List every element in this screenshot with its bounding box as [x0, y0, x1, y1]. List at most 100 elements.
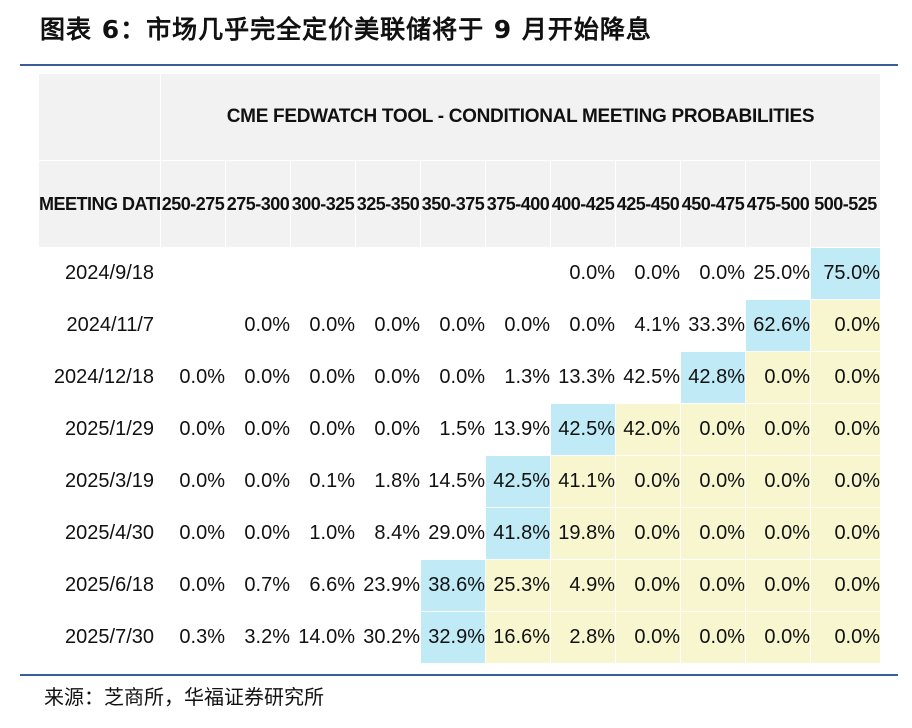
probability-cell: 1.8% — [355, 455, 421, 508]
probability-cell: 0.0% — [809, 611, 882, 664]
probability-cell: 0.0% — [550, 299, 616, 352]
probability-cell: 0.0% — [420, 299, 486, 352]
rate-range-header: 400-425 — [550, 160, 616, 248]
probability-cell: 1.3% — [485, 351, 551, 404]
rate-range-header: 475-500 — [745, 160, 811, 248]
probability-cell: 14.0% — [290, 611, 356, 664]
probability-cell: 0.0% — [809, 299, 882, 352]
probability-cell: 0.1% — [290, 455, 356, 508]
meeting-date-cell: 2024/9/18 — [38, 247, 161, 300]
meeting-date-cell: 2024/11/7 — [38, 299, 161, 352]
probability-cell: 0.0% — [420, 351, 486, 404]
probability-cell: 0.0% — [290, 351, 356, 404]
probability-cell: 1.5% — [420, 403, 486, 456]
meeting-date-cell: 2025/6/18 — [38, 559, 161, 612]
rate-range-header: 300-325 — [290, 160, 356, 248]
meeting-date-header: MEETING DATE — [38, 160, 161, 248]
bottom-rule — [20, 674, 898, 676]
probability-cell: 0.0% — [680, 403, 746, 456]
probability-cell: 4.1% — [615, 299, 681, 352]
rate-range-header: 375-400 — [485, 160, 551, 248]
probability-cell: 0.0% — [809, 559, 882, 612]
rate-range-header: 425-450 — [615, 160, 681, 248]
table-banner: CME FEDWATCH TOOL - CONDITIONAL MEETING … — [159, 73, 882, 161]
probability-cell: 0.0% — [680, 455, 746, 508]
probability-cell — [290, 247, 356, 300]
probability-cell: 32.9% — [420, 611, 486, 664]
table-row: 2025/4/30 0.0% 0.0% 1.0% 8.4% 29.0% 41.8% 19.8%… — [38, 507, 882, 560]
probability-cell: 3.2% — [225, 611, 291, 664]
probability-cell: 0.0% — [615, 611, 681, 664]
probability-cell: 0.0% — [225, 299, 291, 352]
probability-cell: 33.3% — [680, 299, 746, 352]
probability-cell: 0.0% — [745, 403, 811, 456]
table-row: 2024/9/18 0.0% 0.0% 0.0% 25.0% 75.0% — [38, 247, 882, 300]
meeting-date-cell: 2025/4/30 — [38, 507, 161, 560]
probability-cell: 0.0% — [680, 247, 746, 300]
probability-cell: 0.0% — [290, 299, 356, 352]
probability-cell: 0.0% — [550, 247, 616, 300]
probability-cell: 0.0% — [680, 507, 746, 560]
probability-cell: 0.0% — [745, 559, 811, 612]
probability-cell: 42.5% — [615, 351, 681, 404]
probability-cell: 6.6% — [290, 559, 356, 612]
table-row: 2025/6/18 0.0% 0.7% 6.6% 23.9% 38.6% 25.3% 4.9%… — [38, 559, 882, 612]
probability-cell: 0.0% — [355, 403, 421, 456]
banner-corner-cell — [38, 73, 161, 161]
banner-row: CME FEDWATCH TOOL - CONDITIONAL MEETING … — [38, 73, 882, 161]
meeting-date-cell: 2024/12/18 — [38, 351, 161, 404]
figure-title: 图表 6：市场几乎完全定价美联储将于 9 月开始降息 — [40, 15, 652, 44]
rate-range-header: 500-525 — [809, 160, 882, 248]
probability-cell — [485, 247, 551, 300]
table-row: 2024/11/7 0.0% 0.0% 0.0% 0.0% 0.0% 0.0% 4.1% 33.… — [38, 299, 882, 352]
probability-cell: 29.0% — [420, 507, 486, 560]
probability-cell: 0.0% — [290, 403, 356, 456]
probability-cell: 0.0% — [225, 507, 291, 560]
probability-cell: 0.0% — [160, 455, 226, 508]
probability-cell: 0.0% — [485, 299, 551, 352]
rate-range-header: 350-375 — [420, 160, 486, 248]
probability-cell: 75.0% — [809, 247, 882, 300]
probability-cell: 0.0% — [160, 403, 226, 456]
probability-cell — [420, 247, 486, 300]
probability-cell: 13.3% — [550, 351, 616, 404]
probability-cell: 14.5% — [420, 455, 486, 508]
probability-cell: 0.0% — [160, 507, 226, 560]
probability-cell: 0.0% — [615, 455, 681, 508]
probability-cell: 0.0% — [809, 455, 882, 508]
source-note: 来源：芝商所，华福证券研究所 — [44, 685, 324, 709]
probability-cell: 23.9% — [355, 559, 421, 612]
probability-cell — [355, 247, 421, 300]
probability-cell: 30.2% — [355, 611, 421, 664]
probability-cell: 0.0% — [160, 351, 226, 404]
probability-cell: 38.6% — [420, 559, 486, 612]
probability-cell: 0.0% — [615, 507, 681, 560]
probability-cell: 42.0% — [615, 403, 681, 456]
probability-cell: 16.6% — [485, 611, 551, 664]
probability-cell: 62.6% — [745, 299, 811, 352]
probability-cell: 13.9% — [485, 403, 551, 456]
top-rule — [20, 64, 898, 66]
probability-cell: 2.8% — [550, 611, 616, 664]
probability-cell: 0.0% — [355, 299, 421, 352]
rate-range-header: 275-300 — [225, 160, 291, 248]
header-row: MEETING DATE 250-275 275-300 300-325 325-35… — [38, 160, 882, 248]
table-row: 2025/1/29 0.0% 0.0% 0.0% 0.0% 1.5% 13.9% 42.5% 4… — [38, 403, 882, 456]
rate-range-header: 450-475 — [680, 160, 746, 248]
probability-cell: 0.0% — [745, 455, 811, 508]
probability-cell — [160, 247, 226, 300]
meeting-date-cell: 2025/3/19 — [38, 455, 161, 508]
table-row: 2025/7/30 0.3% 3.2% 14.0% 30.2% 32.9% 16.6% 2.8… — [38, 611, 882, 664]
probability-cell: 0.7% — [225, 559, 291, 612]
probability-cell: 0.0% — [809, 351, 882, 404]
probability-cell: 19.8% — [550, 507, 616, 560]
probability-cell: 42.8% — [680, 351, 746, 404]
probability-cell: 0.0% — [225, 455, 291, 508]
probability-cell: 0.0% — [225, 351, 291, 404]
probability-cell: 4.9% — [550, 559, 616, 612]
table-row: 2025/3/19 0.0% 0.0% 0.1% 1.8% 14.5% 42.5% 41.1%… — [38, 455, 882, 508]
probability-cell: 0.0% — [615, 247, 681, 300]
rate-range-header: 250-275 — [160, 160, 226, 248]
probability-cell: 0.0% — [160, 559, 226, 612]
probability-cell: 0.3% — [160, 611, 226, 664]
